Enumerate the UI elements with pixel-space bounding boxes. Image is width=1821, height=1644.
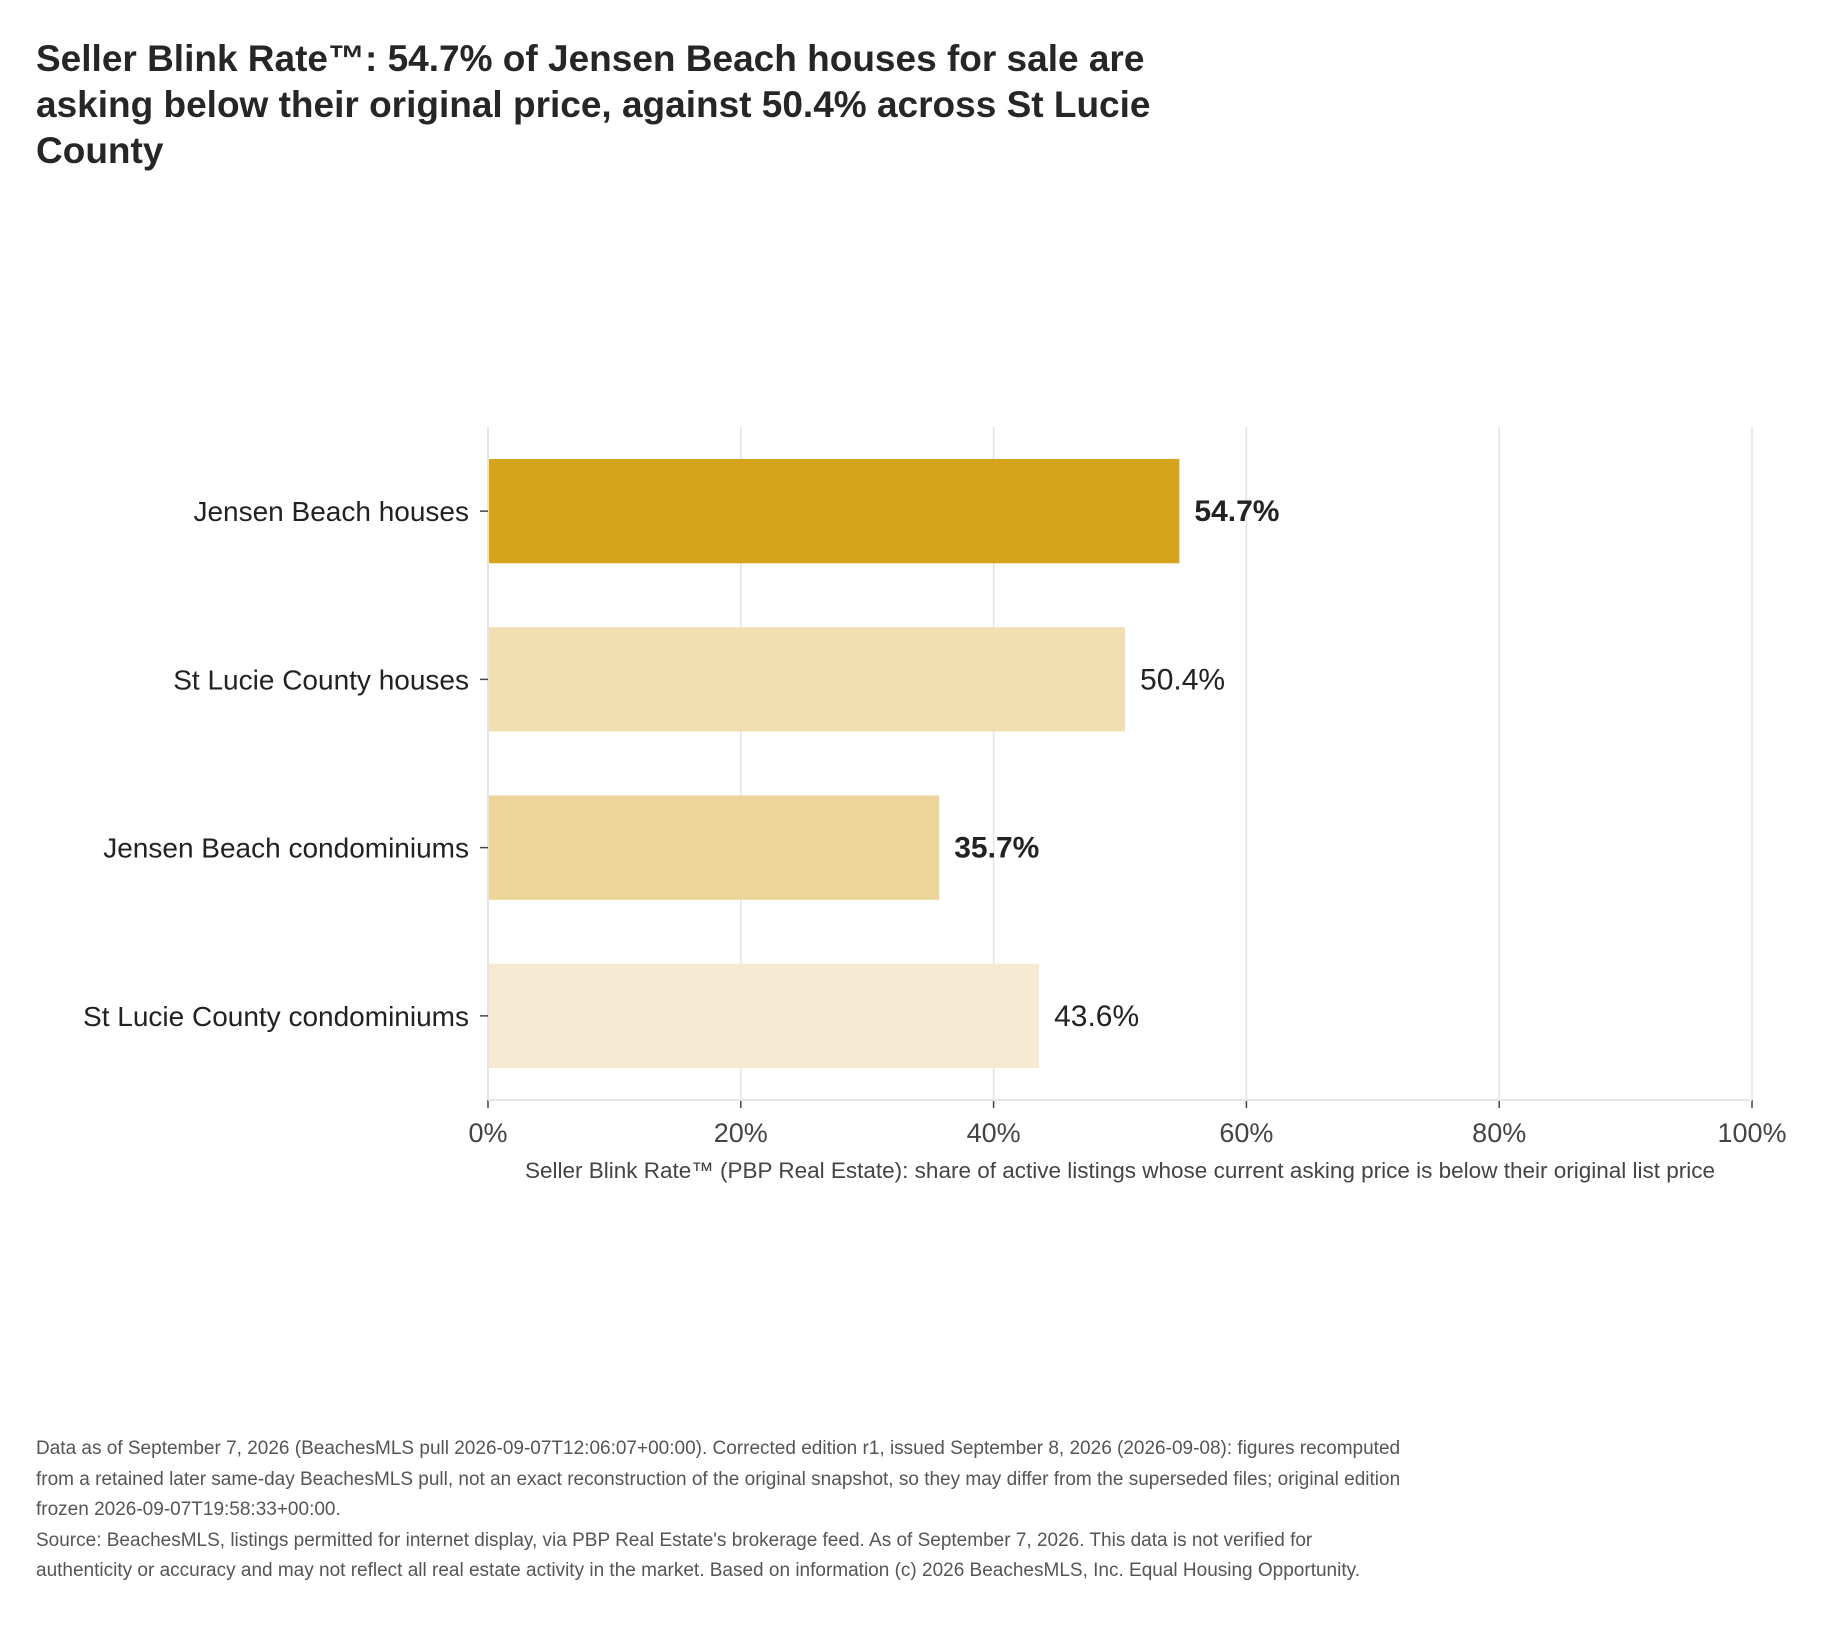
bar: [488, 963, 1040, 1069]
bar: [488, 627, 1126, 732]
bar: [488, 458, 1180, 564]
bars: [488, 458, 1180, 1069]
category-label: St Lucie County houses: [173, 664, 469, 695]
x-axis-title: Seller Blink Rate™ (PBP Real Estate): sh…: [525, 1158, 1715, 1183]
category-label: Jensen Beach houses: [193, 496, 469, 527]
x-tick-label: 40%: [967, 1118, 1021, 1148]
chart-footer: Data as of September 7, 2026 (BeachesMLS…: [36, 1434, 1406, 1587]
value-label: 35.7%: [954, 832, 1039, 865]
axes: [480, 427, 1753, 1108]
value-label: 43.6%: [1054, 1000, 1139, 1033]
bar-chart: 0% 20% 40% 60% 80% 100% Jensen Beach houses 54.…: [83, 427, 1787, 1183]
x-tick-label: 20%: [714, 1118, 768, 1148]
bar: [488, 795, 940, 900]
x-tick-label: 0%: [468, 1118, 507, 1148]
x-tick-label: 100%: [1717, 1118, 1786, 1148]
value-label: 50.4%: [1140, 663, 1225, 696]
category-label: St Lucie County condominiums: [83, 1001, 469, 1032]
x-tick-label: 80%: [1472, 1118, 1526, 1148]
category-label: Jensen Beach condominiums: [103, 833, 469, 864]
data-note: Data as of September 7, 2026 (BeachesMLS…: [36, 1438, 1401, 1520]
source-note: Source: BeachesMLS, listings permitted f…: [36, 1529, 1360, 1582]
x-tick-label: 60%: [1219, 1118, 1273, 1148]
labels: 0% 20% 40% 60% 80% 100% Jensen Beach houses 54.…: [83, 495, 1787, 1183]
chart-title: Seller Blink Rate™: 54.7% of Jensen Beac…: [36, 38, 1151, 171]
value-label: 54.7%: [1194, 495, 1279, 528]
